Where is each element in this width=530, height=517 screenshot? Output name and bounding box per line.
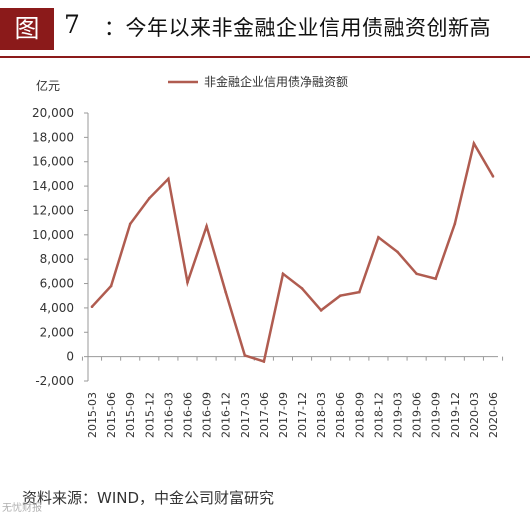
figure-tag: 图: [0, 8, 54, 50]
line-chart: 亿元 -2,000 0 2,000 4,000 6,000 8,000 10,000 12,00…: [32, 74, 504, 438]
x-tick-label: 2020-03: [468, 392, 481, 438]
x-tick-label: 2017-09: [277, 392, 290, 438]
data-point: [281, 272, 285, 276]
data-point: [300, 287, 304, 290]
data-point: [90, 305, 94, 308]
series-line: [91, 140, 495, 364]
data-point: [358, 290, 361, 294]
x-tick-label: 2019-09: [430, 392, 443, 438]
data-point: [243, 354, 247, 357]
x-tick-label: 2018-12: [372, 392, 385, 438]
data-point: [491, 175, 495, 178]
x-tick-label: 2018-06: [334, 392, 347, 438]
y-tick-label: 2,000: [40, 325, 74, 339]
data-point: [377, 235, 380, 239]
data-point: [205, 224, 208, 228]
x-tick-label: 2016-03: [162, 392, 175, 438]
x-tick-label: 2017-06: [258, 392, 271, 438]
data-point: [186, 281, 189, 284]
x-tick-label: 2016-06: [181, 392, 194, 438]
x-tick-label: 2019-12: [449, 392, 462, 438]
data-point: [472, 142, 476, 145]
y-tick-label: 12,000: [32, 203, 74, 217]
x-tick-label: 2015-12: [143, 392, 156, 438]
x-tick-label: 2018-03: [315, 392, 328, 438]
data-point: [396, 250, 399, 254]
data-point: [147, 196, 151, 200]
x-tick-label: 2015-09: [124, 392, 137, 438]
figure-number: 7: [64, 10, 80, 39]
y-tick-label: 8,000: [40, 252, 74, 266]
watermark: 无忧财报: [2, 503, 42, 514]
data-point: [128, 222, 132, 226]
figure-title: ：今年以来非金融企业信用债融资创新高: [104, 16, 491, 40]
x-tick-label: 2019-06: [411, 392, 424, 438]
y-tick-label: 16,000: [32, 155, 74, 169]
data-point: [109, 284, 113, 288]
x-tick-label: 2018-09: [353, 392, 366, 438]
data-point: [434, 277, 438, 280]
x-tick-label: 2015-06: [105, 392, 118, 438]
y-tick-label: -2,000: [35, 374, 74, 388]
x-tick-label: 2017-12: [296, 392, 309, 438]
x-tick-label: 2016-09: [201, 392, 214, 438]
y-tick-label: 20,000: [32, 106, 74, 120]
y-tick-label: 6,000: [40, 277, 74, 291]
y-unit-label: 亿元: [36, 78, 60, 93]
y-tick-label: 10,000: [32, 228, 74, 242]
y-tick-label: 18,000: [32, 130, 74, 144]
x-tick-label: 2017-03: [239, 392, 252, 438]
source-note: 资料来源：WIND，中金公司财富研究: [22, 489, 275, 507]
data-point: [167, 177, 170, 181]
y-tick-label: 4,000: [40, 301, 74, 315]
figure-header: 图 7 ：今年以来非金融企业信用债融资创新高: [0, 0, 530, 54]
x-tick-label: 2019-03: [392, 392, 405, 438]
header-divider: [0, 56, 530, 58]
x-tick-label: 2015-03: [86, 392, 99, 438]
legend-label: 非金融企业信用债净融资额: [204, 74, 348, 89]
y-tick-label: 14,000: [32, 179, 74, 193]
data-point: [224, 290, 227, 294]
data-point: [338, 294, 342, 298]
x-tick-label: 2016-12: [220, 392, 233, 438]
data-point: [262, 360, 266, 363]
y-tick-label: 0: [66, 350, 74, 364]
data-point: [453, 222, 457, 226]
data-point: [319, 309, 323, 312]
data-point: [415, 272, 418, 276]
x-tick-label: 2020-06: [487, 392, 500, 438]
